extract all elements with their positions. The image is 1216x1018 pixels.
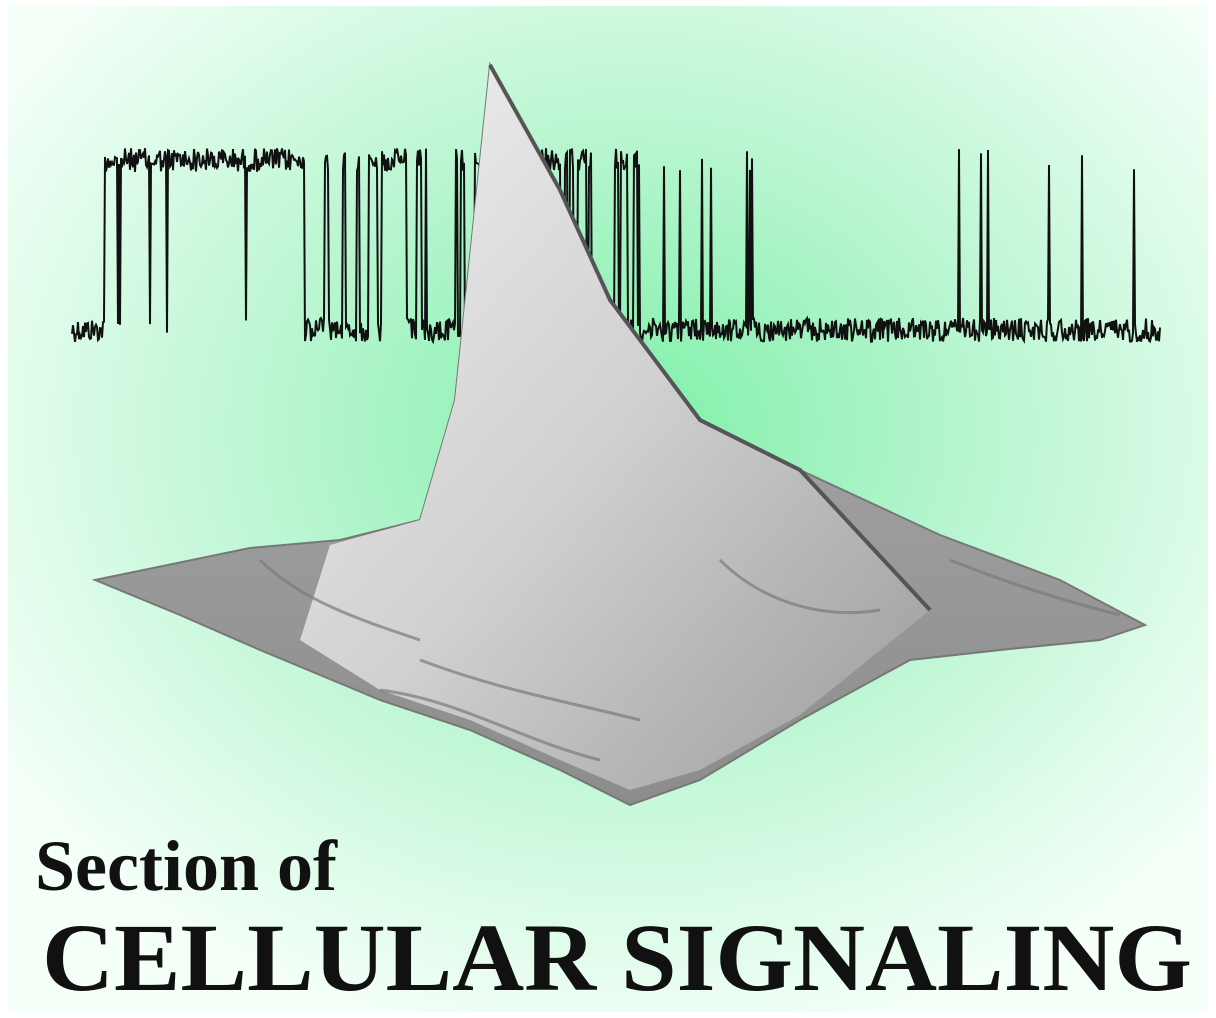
logo: Section of CELLULAR SIGNALING bbox=[0, 0, 1216, 1018]
line2: CELLULAR SIGNALING bbox=[42, 904, 1192, 1011]
line1: Section of bbox=[35, 826, 338, 906]
page: {"logo": {"line1": "Section of", "line2"… bbox=[0, 0, 1216, 1018]
